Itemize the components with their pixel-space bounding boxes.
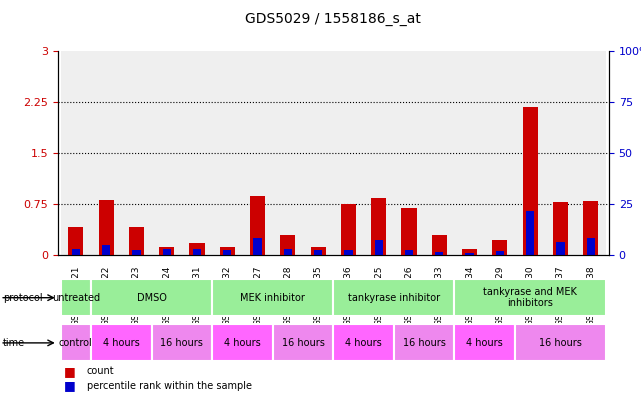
Bar	[91, 279, 212, 316]
Bar	[495, 251, 504, 255]
Bar	[272, 51, 303, 255]
Text: tankyrase inhibitor: tankyrase inhibitor	[348, 293, 440, 303]
Bar	[333, 279, 454, 316]
Bar	[72, 249, 80, 255]
Bar	[576, 51, 606, 255]
Bar	[405, 250, 413, 255]
Bar	[401, 208, 417, 255]
Bar	[284, 249, 292, 255]
Bar	[121, 51, 151, 255]
Bar	[341, 204, 356, 255]
Bar	[151, 324, 212, 362]
Bar	[344, 250, 353, 255]
Text: 16 hours: 16 hours	[539, 338, 582, 348]
Text: time: time	[3, 338, 26, 348]
Bar	[99, 200, 113, 255]
Bar	[374, 241, 383, 255]
Bar	[435, 252, 444, 255]
Bar	[212, 279, 333, 316]
Bar	[371, 198, 387, 255]
Bar	[61, 324, 91, 362]
Text: percentile rank within the sample: percentile rank within the sample	[87, 381, 251, 391]
Bar	[454, 324, 515, 362]
Text: DMSO: DMSO	[137, 293, 167, 303]
Bar	[587, 239, 595, 255]
Text: 4 hours: 4 hours	[345, 338, 382, 348]
Bar	[193, 249, 201, 255]
Bar	[432, 235, 447, 255]
Bar	[522, 107, 538, 255]
Text: count: count	[87, 366, 114, 376]
Bar	[253, 239, 262, 255]
Text: control: control	[59, 338, 93, 348]
Bar	[159, 247, 174, 255]
Bar	[394, 324, 454, 362]
Bar	[303, 51, 333, 255]
Text: MEK inhibitor: MEK inhibitor	[240, 293, 305, 303]
Text: 4 hours: 4 hours	[467, 338, 503, 348]
Text: 16 hours: 16 hours	[281, 338, 324, 348]
Bar	[69, 227, 83, 255]
Bar	[465, 253, 474, 255]
Bar	[272, 324, 333, 362]
Bar	[182, 51, 212, 255]
Bar	[454, 51, 485, 255]
Text: 16 hours: 16 hours	[160, 338, 203, 348]
Bar	[333, 324, 394, 362]
Bar	[462, 249, 477, 255]
Text: 16 hours: 16 hours	[403, 338, 445, 348]
Bar	[129, 227, 144, 255]
Bar	[280, 235, 296, 255]
Bar	[190, 243, 204, 255]
Bar	[485, 51, 515, 255]
Bar	[163, 249, 171, 255]
Bar	[333, 51, 363, 255]
Bar	[311, 247, 326, 255]
Bar	[242, 51, 272, 255]
Bar	[212, 51, 242, 255]
Text: 4 hours: 4 hours	[103, 338, 140, 348]
Bar	[151, 51, 182, 255]
Bar	[250, 195, 265, 255]
Bar	[556, 242, 565, 255]
Bar	[526, 211, 535, 255]
Text: protocol: protocol	[3, 293, 43, 303]
Bar	[424, 51, 454, 255]
Text: GDS5029 / 1558186_s_at: GDS5029 / 1558186_s_at	[246, 12, 421, 26]
Bar	[583, 201, 598, 255]
Text: untreated: untreated	[52, 293, 100, 303]
Bar	[314, 250, 322, 255]
Bar	[132, 250, 140, 255]
Bar	[492, 241, 508, 255]
Bar	[102, 245, 110, 255]
Bar	[545, 51, 576, 255]
Bar	[212, 324, 272, 362]
Bar	[61, 279, 91, 316]
Bar	[91, 51, 121, 255]
Bar	[91, 324, 151, 362]
Text: 4 hours: 4 hours	[224, 338, 261, 348]
Text: ■: ■	[64, 379, 76, 393]
Text: ■: ■	[64, 365, 76, 378]
Text: tankyrase and MEK
inhibitors: tankyrase and MEK inhibitors	[483, 287, 577, 309]
Bar	[61, 51, 91, 255]
Bar	[515, 51, 545, 255]
Bar	[363, 51, 394, 255]
Bar	[454, 279, 606, 316]
Bar	[223, 250, 231, 255]
Bar	[394, 51, 424, 255]
Bar	[515, 324, 606, 362]
Bar	[553, 202, 568, 255]
Bar	[220, 247, 235, 255]
